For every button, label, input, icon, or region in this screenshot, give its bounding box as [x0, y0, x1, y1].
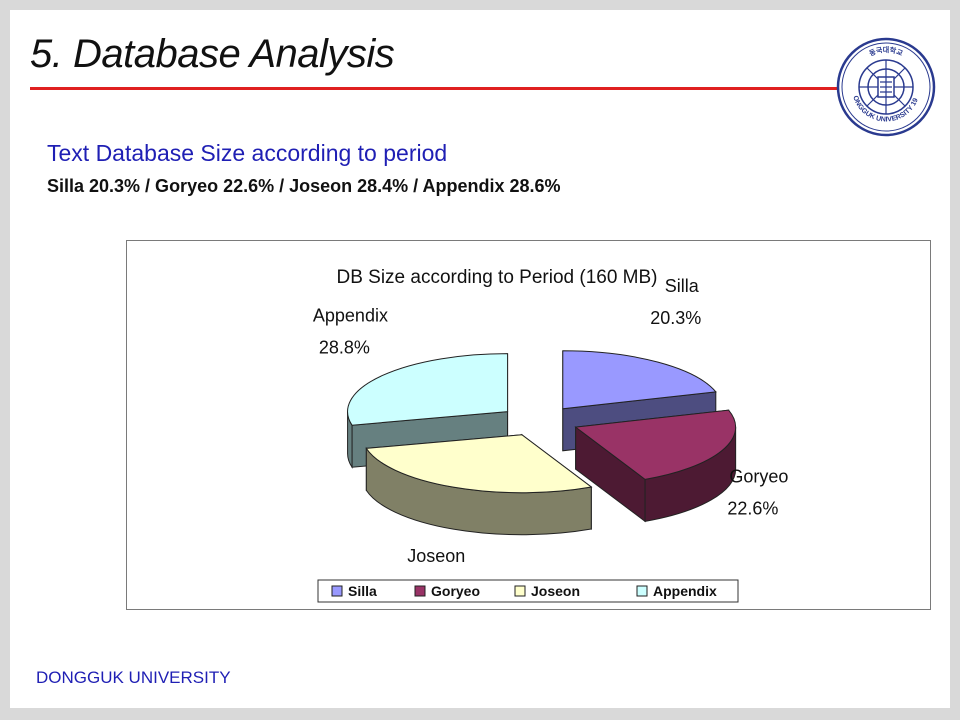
pie-slices: [347, 350, 737, 536]
footer-text: DONGGUK UNIVERSITY: [36, 668, 231, 687]
data-label-joseon-name: Joseon: [407, 546, 465, 566]
legend-swatch-silla: [331, 585, 343, 597]
slide-title: 5. Database Analysis: [30, 32, 395, 76]
legend-label-silla: Silla: [348, 583, 377, 599]
university-seal-icon: DONGGUK UNIVERSITY 1906 동국대학교: [836, 37, 936, 137]
pie-slice-appendix-top: [347, 353, 509, 426]
data-label-goryeo-value: 22.6%: [727, 498, 778, 518]
data-label-silla-name: Silla: [665, 276, 700, 296]
legend-label-appendix: Appendix: [653, 583, 717, 599]
legend-swatch-appendix: [636, 585, 648, 597]
svg-text:동국대학교: 동국대학교: [868, 45, 904, 58]
pie-slice-joseon-top: [365, 434, 593, 494]
legend: Silla Goryeo Joseon Appendix: [317, 579, 739, 603]
pie-slice-goryeo: [574, 409, 737, 523]
slide: 5. Database Analysis DONGGUK UNIVERSITY …: [10, 10, 950, 708]
chart-title: DB Size according to Period (160 MB): [336, 267, 657, 288]
chart-frame: DB Size according to Period (160 MB) Sil…: [126, 240, 931, 610]
legend-label-joseon: Joseon: [531, 583, 580, 599]
title-underline: [30, 87, 850, 90]
section-subtitle: Text Database Size according to period: [47, 140, 448, 166]
pie-slice-joseon: [365, 433, 593, 536]
pie-chart: DB Size according to Period (160 MB) Sil…: [313, 267, 788, 603]
seal-top-text: 동국대학교: [868, 45, 904, 58]
legend-swatch-goryeo: [414, 585, 426, 597]
pie-slice-silla-top: [562, 350, 717, 410]
data-label-appendix-name: Appendix: [313, 305, 388, 325]
pie-slice-goryeo-top: [574, 409, 737, 480]
summary-line: Silla 20.3% / Goryeo 22.6% / Joseon 28.4…: [47, 176, 561, 196]
legend-label-goryeo: Goryeo: [431, 583, 480, 599]
data-label-appendix-value: 28.8%: [319, 337, 370, 357]
legend-swatch-joseon: [514, 585, 526, 597]
data-label-goryeo-name: Goryeo: [729, 466, 788, 486]
data-label-silla-value: 20.3%: [650, 308, 701, 328]
